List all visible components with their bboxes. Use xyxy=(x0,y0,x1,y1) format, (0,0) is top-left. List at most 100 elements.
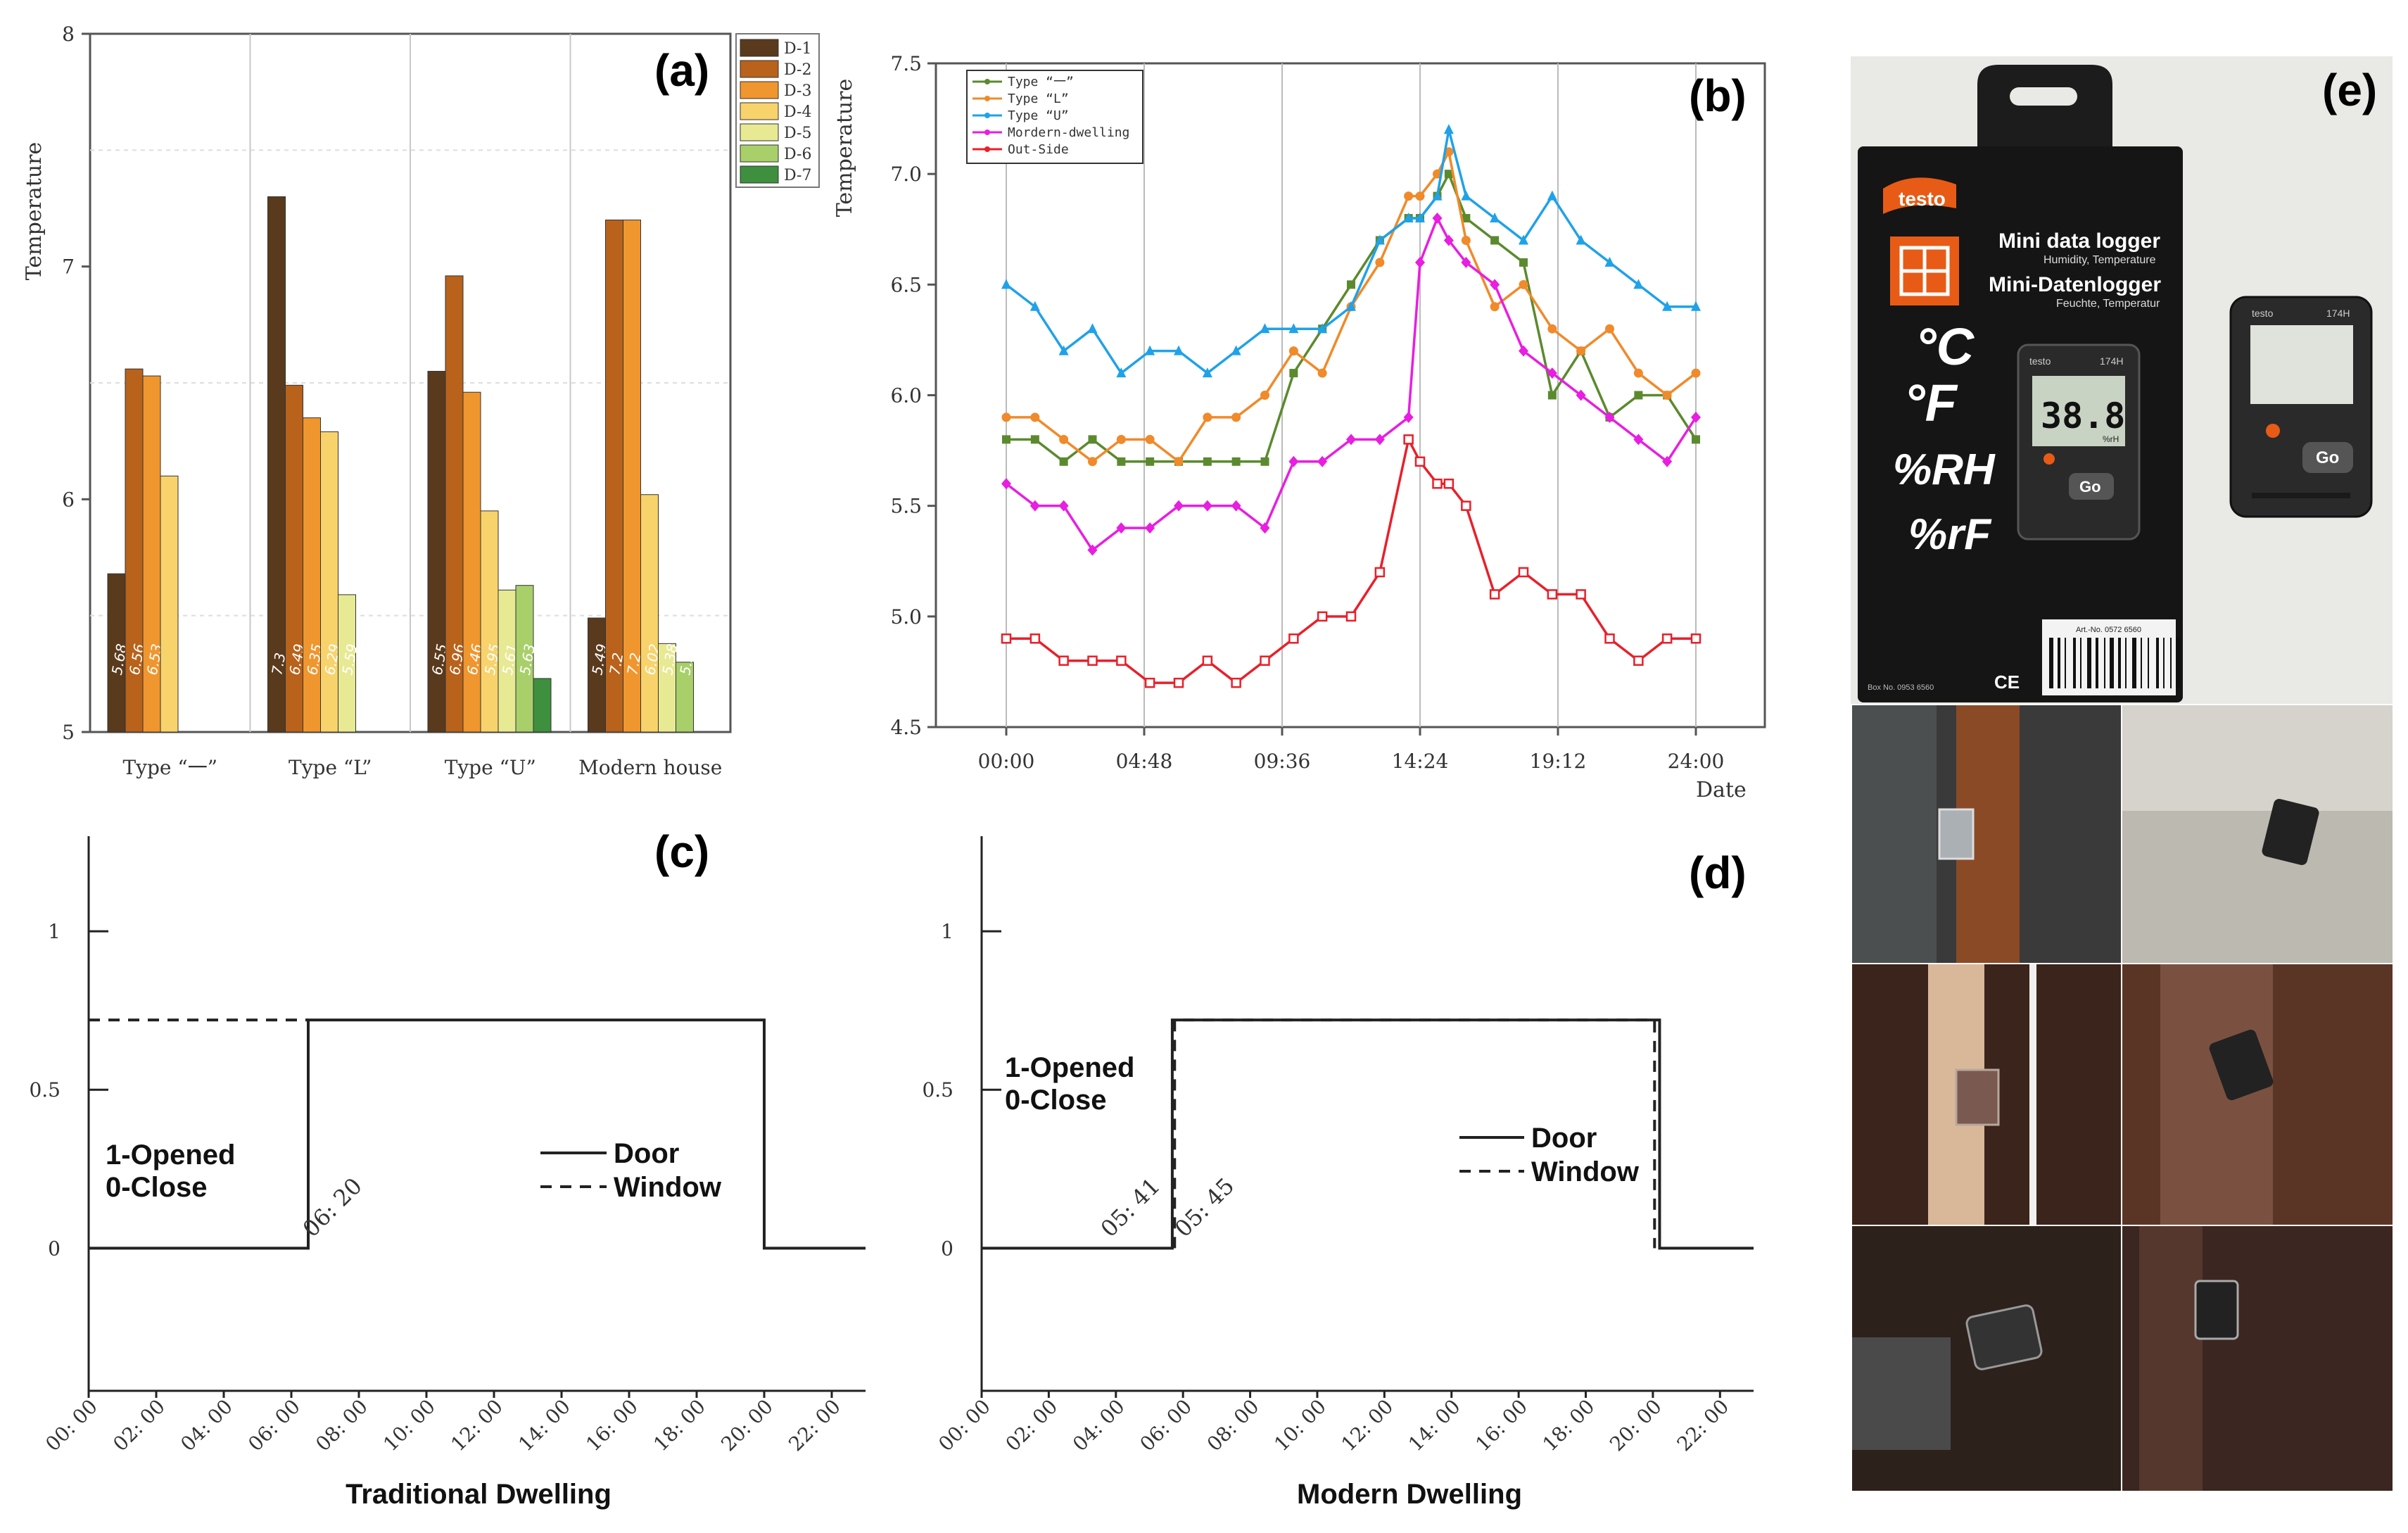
legend-label-D-5: D-5 xyxy=(784,125,811,142)
install-photo-6-logger xyxy=(2194,1280,2239,1340)
data-point xyxy=(1174,500,1184,512)
product-icon-glyph xyxy=(1899,246,1950,296)
barcode-bar xyxy=(2163,638,2165,688)
x-tick-label-d-7: 14: 00 xyxy=(1404,1395,1465,1456)
x-tick-label-d-2: 04: 00 xyxy=(1068,1395,1129,1456)
data-point xyxy=(1432,478,1443,489)
data-point xyxy=(1087,323,1098,334)
data-point xyxy=(1691,411,1701,423)
x-tick-label-c-3: 06: 00 xyxy=(243,1395,305,1456)
y-tick-label-d-0: 0 xyxy=(941,1237,953,1260)
data-point xyxy=(1519,279,1528,289)
data-point xyxy=(1519,258,1528,267)
state-legend-line1-d: 1-Opened xyxy=(1005,1052,1134,1083)
data-point xyxy=(1146,457,1155,466)
x-tick-label-c-6: 12: 00 xyxy=(446,1395,507,1456)
data-point xyxy=(1174,457,1184,467)
standalone-lcd xyxy=(2250,325,2353,404)
x-tick-label-d-8: 16: 00 xyxy=(1471,1395,1532,1456)
legend-swatch-D-7 xyxy=(740,165,779,184)
y-tick-label-b-1: 5.0 xyxy=(890,605,922,629)
bar-D-4-1 xyxy=(320,431,338,733)
logger-box-photo: testo Mini data logger Humidity, Tempera… xyxy=(1858,65,2183,702)
data-point xyxy=(1231,677,1241,688)
device-go-label: Go xyxy=(2079,478,2101,496)
logger-device-photo: testo 174H Go xyxy=(2229,296,2373,518)
barcode xyxy=(2049,638,2180,688)
data-point xyxy=(1289,369,1298,378)
legend-label-D-1: D-1 xyxy=(784,40,811,58)
data-point xyxy=(1403,434,1414,445)
legend-swatch-D-3 xyxy=(740,81,779,99)
y-tick-label-b-6: 7.5 xyxy=(890,52,922,75)
data-point xyxy=(1461,256,1471,268)
unit-rf: %rF xyxy=(1908,510,1992,559)
data-point xyxy=(1414,456,1426,467)
data-point xyxy=(1374,234,1385,245)
data-point xyxy=(1001,478,1011,490)
data-point xyxy=(1144,677,1155,688)
bar-D-1-2 xyxy=(427,370,446,733)
data-point xyxy=(1317,323,1328,334)
data-point xyxy=(1346,434,1356,446)
data-point xyxy=(1633,368,1643,378)
data-point xyxy=(1662,301,1673,311)
y-tick-label-c-1: 0.5 xyxy=(29,1078,61,1102)
legend-a: D-1 D-2 D-3 D-4 D-5 D-6 D-7 xyxy=(735,33,820,188)
data-point xyxy=(1288,633,1299,644)
bar-D-2-0 xyxy=(125,368,144,733)
data-point xyxy=(1444,170,1453,179)
legend-b: Type “一” Type “L” Type “U” Mordern-dwelling… xyxy=(966,70,1143,164)
install-photo-5-shadow xyxy=(1852,1337,1951,1450)
data-point xyxy=(1490,213,1500,223)
bar-D-5-3 xyxy=(658,643,676,733)
legend-marker-b-4 xyxy=(984,146,990,152)
data-point xyxy=(1058,345,1069,355)
box-number: Box No. 0953 6560 xyxy=(1868,683,1934,692)
x-tick-label-c-7: 14: 00 xyxy=(514,1395,575,1456)
y-axis-label-a: Temperature xyxy=(22,142,46,281)
standalone-go-button xyxy=(2302,442,2353,473)
install-photo-4-plank xyxy=(2160,964,2273,1225)
data-point xyxy=(1662,455,1673,467)
x-tick-label-c-4: 08: 00 xyxy=(311,1395,372,1456)
door-legend-label-c: Door xyxy=(614,1138,679,1169)
data-point xyxy=(1415,213,1425,223)
barcode-bar xyxy=(2080,638,2081,688)
hanger-hole xyxy=(2010,87,2077,106)
door-legend-label-d: Door xyxy=(1531,1123,1597,1154)
install-photo-5-logger xyxy=(1965,1304,2043,1370)
bar-D-2-1 xyxy=(285,384,303,733)
box-title-1: Mini data logger xyxy=(1998,229,2160,253)
door-state-line-c xyxy=(89,1018,866,1250)
legend-marker-b-1 xyxy=(984,96,990,101)
photo-panel-e: testo Mini data logger Humidity, Tempera… xyxy=(1851,56,2393,1491)
bar-D-4-2 xyxy=(480,510,499,733)
data-point xyxy=(1547,589,1558,600)
step-chart-panel-c: 0 0.5 1 00: 00 02: 00 04: 00 06: 00 08: 00 10: 0… xyxy=(29,826,866,1510)
lcd-reading: 38.8 xyxy=(2041,396,2125,436)
art-number: Art.-No. 0572 6560 xyxy=(2076,626,2141,634)
data-point xyxy=(1604,633,1615,644)
data-point xyxy=(1443,234,1454,246)
data-point xyxy=(1691,368,1701,378)
legend-swatch-D-4 xyxy=(740,102,779,120)
x-tick-label-b-2: 09:36 xyxy=(1254,750,1311,773)
legend-label-b-3: Mordern-dwelling xyxy=(1008,125,1129,140)
x-tick-label-d-3: 06: 00 xyxy=(1135,1395,1196,1456)
data-point xyxy=(1029,633,1041,644)
y-tick-label-a-0: 5 xyxy=(62,721,75,744)
data-point xyxy=(1231,457,1241,466)
data-point xyxy=(1490,302,1500,312)
install-photo-3-logger xyxy=(1955,1068,2000,1126)
x-tick-label-b-0: 00:00 xyxy=(978,750,1035,773)
barcode-bar xyxy=(2170,638,2172,688)
standalone-led xyxy=(2266,424,2280,438)
testo-badge xyxy=(1883,177,1956,214)
data-point xyxy=(1058,655,1069,666)
legend-label-b-2: Type “U” xyxy=(1008,108,1069,123)
data-point xyxy=(1174,345,1184,355)
data-point xyxy=(1029,301,1040,311)
data-point xyxy=(1202,655,1213,666)
bar-D-1-3 xyxy=(588,617,606,733)
